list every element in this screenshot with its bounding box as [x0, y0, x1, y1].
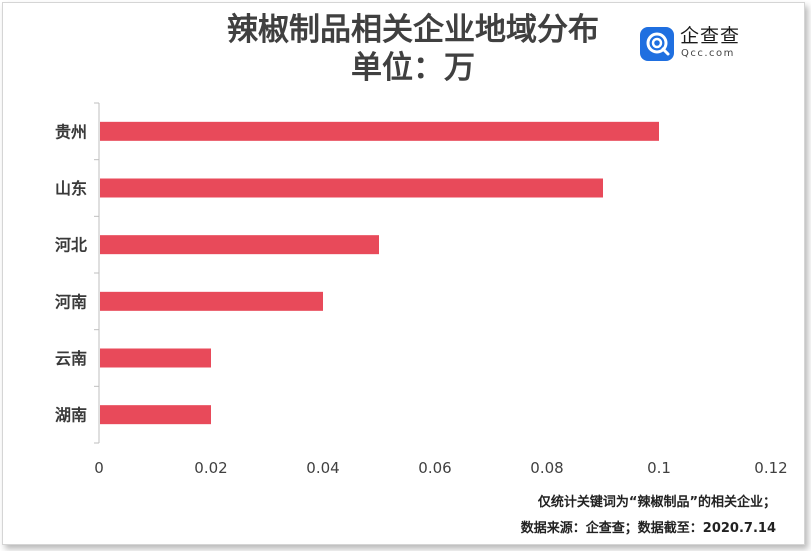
category-label: 贵州	[55, 122, 87, 141]
bar-5	[100, 405, 211, 425]
category-label: 山东	[55, 179, 87, 198]
bar-1	[100, 178, 603, 198]
logo-name-en: Qcc.com	[681, 48, 735, 59]
x-tick-label: 0	[94, 459, 104, 477]
category-label: 云南	[55, 349, 87, 368]
qcc-logo-icon	[640, 27, 674, 61]
chart-frame: 辣椒制品相关企业地域分布 单位：万 企查查 Qcc.com 贵州山东河北河南云南…	[2, 2, 805, 545]
chart-subtitle: 单位：万	[351, 50, 475, 86]
category-label: 河南	[55, 292, 87, 311]
bar-4	[100, 348, 211, 368]
footnote-scope: 仅统计关键词为“辣椒制品”的相关企业；	[537, 495, 776, 510]
bar-3	[100, 291, 323, 311]
x-tick-label: 0.1	[647, 459, 671, 477]
chart-title-block: 辣椒制品相关企业地域分布 单位：万	[183, 11, 643, 87]
category-label: 湖南	[55, 406, 87, 425]
x-tick-label: 0.06	[418, 459, 451, 477]
bar-2	[100, 235, 379, 255]
bar-0	[100, 121, 659, 141]
footnote-source: 数据来源：企查查；数据截至：2020.7.14	[520, 521, 776, 536]
x-tick-label: 0.02	[194, 459, 227, 477]
logo-name-cn: 企查查	[680, 25, 741, 47]
category-label: 河北	[55, 236, 87, 255]
chart-title: 辣椒制品相关企业地域分布	[227, 12, 599, 48]
x-tick-label: 0.04	[306, 459, 339, 477]
qcc-logo: 企查查 Qcc.com	[640, 25, 750, 65]
x-tick-label: 0.08	[530, 459, 563, 477]
x-tick-label: 0.12	[754, 459, 787, 477]
